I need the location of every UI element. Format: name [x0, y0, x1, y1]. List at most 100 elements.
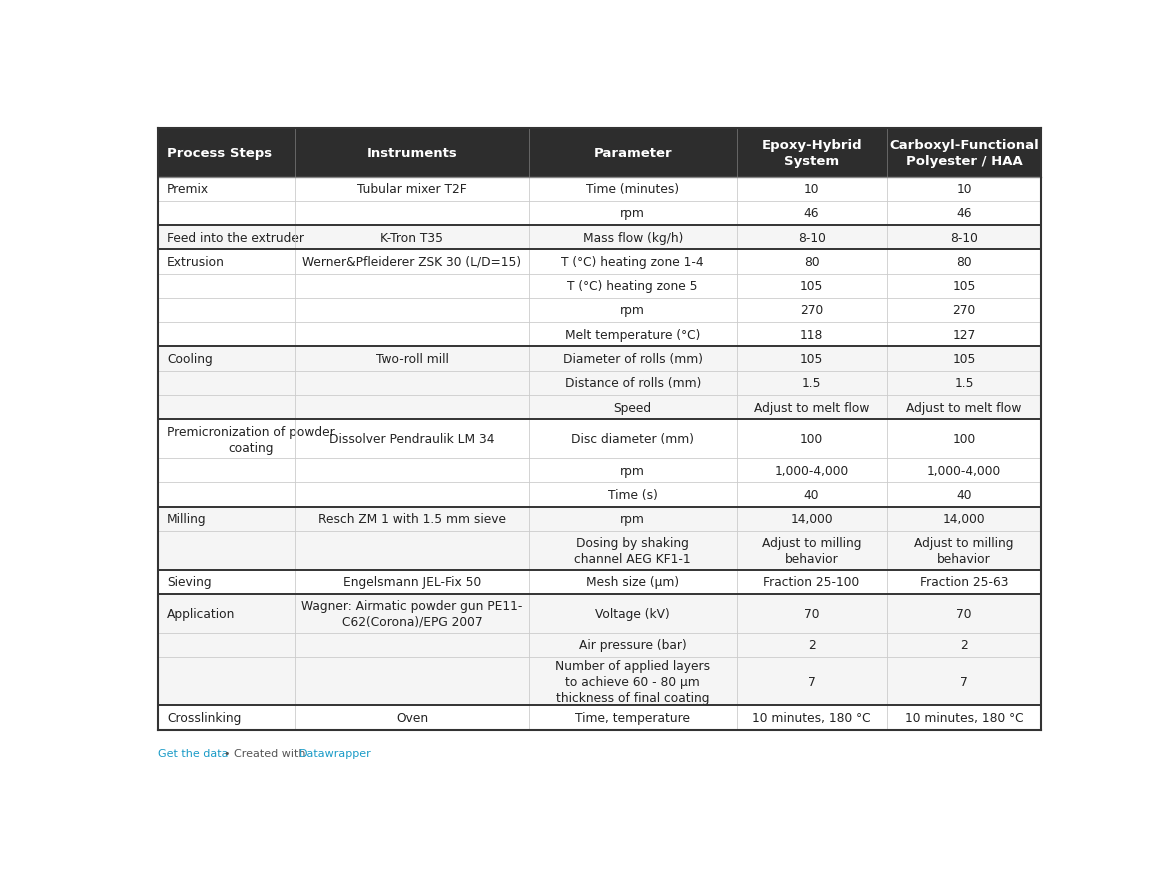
Text: Speed: Speed — [614, 401, 652, 414]
Text: 2: 2 — [807, 638, 815, 652]
Text: Application: Application — [167, 607, 235, 620]
Bar — [158, 347, 1041, 371]
Text: 46: 46 — [956, 207, 971, 220]
Bar — [158, 396, 1041, 420]
Text: 1.5: 1.5 — [801, 377, 821, 390]
Text: Tubular mixer T2F: Tubular mixer T2F — [357, 183, 467, 196]
Text: • Created with: • Created with — [225, 749, 309, 759]
Text: 10 minutes, 180 °C: 10 minutes, 180 °C — [904, 711, 1024, 724]
Text: 270: 270 — [800, 304, 824, 317]
Text: 70: 70 — [956, 607, 971, 620]
Text: rpm: rpm — [620, 207, 645, 220]
Text: 1.5: 1.5 — [955, 377, 973, 390]
Bar — [158, 202, 1041, 225]
Text: 105: 105 — [800, 280, 824, 293]
Text: 2: 2 — [961, 638, 968, 652]
Text: 127: 127 — [952, 328, 976, 341]
Text: Feed into the extruder: Feed into the extruder — [167, 232, 304, 245]
Text: Distance of rolls (mm): Distance of rolls (mm) — [565, 377, 701, 390]
Text: Cooling: Cooling — [167, 353, 213, 366]
Text: Melt temperature (°C): Melt temperature (°C) — [565, 328, 701, 341]
Text: 270: 270 — [952, 304, 976, 317]
Text: Process Steps: Process Steps — [167, 146, 273, 160]
Text: Fraction 25-100: Fraction 25-100 — [764, 575, 860, 588]
Text: 80: 80 — [956, 256, 972, 268]
Text: 10 minutes, 180 °C: 10 minutes, 180 °C — [752, 711, 870, 724]
Text: Time, temperature: Time, temperature — [576, 711, 690, 724]
Text: T (°C) heating zone 5: T (°C) heating zone 5 — [567, 280, 698, 293]
Text: Mass flow (kg/h): Mass flow (kg/h) — [583, 232, 683, 245]
Text: 7: 7 — [807, 675, 815, 688]
Text: 8-10: 8-10 — [798, 232, 826, 245]
Bar — [158, 323, 1041, 347]
Text: 40: 40 — [804, 488, 819, 502]
Text: 40: 40 — [956, 488, 971, 502]
Text: Crosslinking: Crosslinking — [167, 711, 241, 724]
Bar — [158, 507, 1041, 531]
Bar — [158, 657, 1041, 706]
Bar — [158, 129, 1041, 177]
Text: rpm: rpm — [620, 304, 645, 317]
Text: Adjust to melt flow: Adjust to melt flow — [753, 401, 869, 414]
Text: 8-10: 8-10 — [950, 232, 978, 245]
Text: rpm: rpm — [620, 512, 645, 525]
Bar — [158, 420, 1041, 459]
Bar — [158, 633, 1041, 657]
Text: Adjust to melt flow: Adjust to melt flow — [907, 401, 1021, 414]
Bar — [158, 225, 1041, 250]
Text: 14,000: 14,000 — [790, 512, 833, 525]
Bar — [158, 482, 1041, 507]
Text: Oven: Oven — [395, 711, 428, 724]
Text: rpm: rpm — [620, 464, 645, 477]
Text: Wagner: Airmatic powder gun PE11-
C62(Corona)/EPG 2007: Wagner: Airmatic powder gun PE11- C62(Co… — [301, 599, 523, 628]
Text: 105: 105 — [952, 353, 976, 366]
Text: Premix: Premix — [167, 183, 209, 196]
Text: Werner&Pfleiderer ZSK 30 (L/D=15): Werner&Pfleiderer ZSK 30 (L/D=15) — [302, 256, 522, 268]
Text: Number of applied layers
to achieve 60 - 80 μm
thickness of final coating: Number of applied layers to achieve 60 -… — [556, 659, 710, 704]
Bar — [158, 595, 1041, 633]
Text: 105: 105 — [952, 280, 976, 293]
Text: 118: 118 — [800, 328, 824, 341]
Text: Time (s): Time (s) — [607, 488, 658, 502]
Text: 10: 10 — [956, 183, 971, 196]
Text: 10: 10 — [804, 183, 819, 196]
Bar — [158, 570, 1041, 595]
Text: 1,000-4,000: 1,000-4,000 — [775, 464, 848, 477]
Text: Engelsmann JEL-Fix 50: Engelsmann JEL-Fix 50 — [343, 575, 481, 588]
Bar — [158, 371, 1041, 396]
Text: Parameter: Parameter — [593, 146, 672, 160]
Text: 100: 100 — [952, 432, 976, 446]
Text: Resch ZM 1 with 1.5 mm sieve: Resch ZM 1 with 1.5 mm sieve — [318, 512, 505, 525]
Text: Voltage (kV): Voltage (kV) — [596, 607, 670, 620]
Text: Fraction 25-63: Fraction 25-63 — [920, 575, 1009, 588]
Text: 1,000-4,000: 1,000-4,000 — [927, 464, 1002, 477]
Text: 14,000: 14,000 — [943, 512, 985, 525]
Text: Two-roll mill: Two-roll mill — [376, 353, 448, 366]
Text: Epoxy-Hybrid
System: Epoxy-Hybrid System — [762, 139, 862, 168]
Text: 100: 100 — [800, 432, 824, 446]
Text: 46: 46 — [804, 207, 819, 220]
Text: Air pressure (bar): Air pressure (bar) — [579, 638, 687, 652]
Text: Mesh size (μm): Mesh size (μm) — [586, 575, 680, 588]
Bar — [158, 250, 1041, 275]
Text: Dissolver Pendraulik LM 34: Dissolver Pendraulik LM 34 — [329, 432, 495, 446]
Text: Premicronization of powder
coating: Premicronization of powder coating — [167, 425, 335, 454]
Text: Get the data: Get the data — [158, 749, 228, 759]
Text: Instruments: Instruments — [366, 146, 457, 160]
Text: Disc diameter (mm): Disc diameter (mm) — [571, 432, 694, 446]
Text: Sieving: Sieving — [167, 575, 212, 588]
Bar — [158, 459, 1041, 482]
Text: T (°C) heating zone 1-4: T (°C) heating zone 1-4 — [562, 256, 704, 268]
Text: K-Tron T35: K-Tron T35 — [380, 232, 443, 245]
Bar — [158, 298, 1041, 323]
Text: Diameter of rolls (mm): Diameter of rolls (mm) — [563, 353, 703, 366]
Text: 80: 80 — [804, 256, 819, 268]
Text: Time (minutes): Time (minutes) — [586, 183, 680, 196]
Text: Adjust to milling
behavior: Adjust to milling behavior — [914, 536, 1013, 565]
Text: Milling: Milling — [167, 512, 207, 525]
Text: 105: 105 — [800, 353, 824, 366]
Bar — [158, 275, 1041, 298]
Bar — [158, 177, 1041, 202]
Text: Carboxyl-Functional
Polyester / HAA: Carboxyl-Functional Polyester / HAA — [889, 139, 1039, 168]
Bar — [158, 706, 1041, 730]
